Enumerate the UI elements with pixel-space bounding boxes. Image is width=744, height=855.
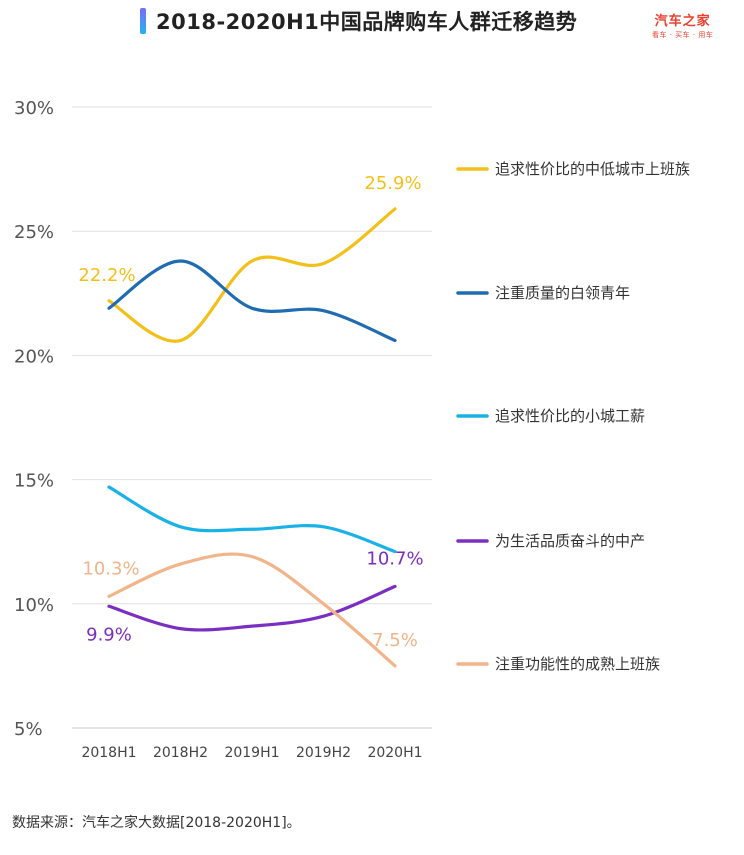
autohome-logo: 汽车之家 看车 · 买车 · 用车	[652, 10, 713, 40]
series-line	[107, 259, 397, 343]
x-tick-label: 2020H1	[367, 745, 422, 761]
series-line	[107, 485, 397, 554]
data-label: 22.2%	[78, 265, 135, 286]
logo-slogan: 看车 · 买车 · 用车	[652, 31, 714, 39]
x-tick-label: 2018H2	[153, 745, 208, 761]
legend-label: 注重功能性的成熟上班族	[495, 655, 660, 673]
chart-title: 2018-2020H1中国品牌购车人群迁移趋势	[156, 10, 578, 34]
title-accent-bar	[140, 8, 146, 34]
data-label: 7.5%	[372, 630, 418, 651]
data-source-note: 数据来源：汽车之家大数据[2018-2020H1]。	[12, 815, 301, 831]
logo-text: 汽车之家	[654, 14, 711, 29]
data-label: 9.9%	[86, 624, 132, 645]
y-tick-label: 25%	[14, 222, 54, 243]
line-chart: 5% 10% 15% 20% 25% 30% 2018H1 2018H2 2019H1 2019H…	[14, 98, 690, 761]
y-tick-label: 5%	[14, 719, 43, 740]
series-line	[107, 552, 397, 668]
series-line	[107, 207, 397, 343]
legend-label: 追求性价比的中低城市上班族	[495, 160, 690, 178]
y-tick-label: 15%	[14, 471, 54, 492]
data-label: 10.3%	[82, 558, 139, 579]
data-label: 10.7%	[366, 548, 423, 569]
legend-label: 为生活品质奋斗的中产	[495, 532, 645, 550]
y-tick-label: 20%	[14, 346, 54, 367]
x-tick-label: 2019H1	[224, 745, 279, 761]
series-line	[107, 584, 397, 632]
legend-label: 追求性价比的小城工薪	[495, 407, 645, 425]
legend-label: 注重质量的白领青年	[495, 284, 630, 302]
title-bar: 2018-2020H1中国品牌购车人群迁移趋势	[140, 6, 577, 36]
y-tick-label: 10%	[14, 595, 54, 616]
x-tick-label: 2018H1	[81, 745, 136, 761]
data-label: 25.9%	[364, 173, 421, 194]
x-tick-label: 2019H2	[296, 745, 351, 761]
y-tick-label: 30%	[14, 98, 54, 119]
